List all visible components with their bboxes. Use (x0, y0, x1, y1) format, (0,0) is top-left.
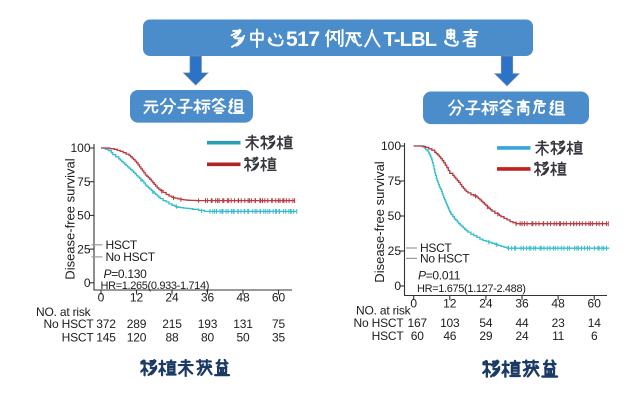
svg-text:145: 145 (96, 331, 116, 345)
svg-text:6: 6 (591, 329, 598, 343)
svg-text:50: 50 (77, 209, 91, 223)
svg-text:25: 25 (388, 244, 402, 258)
svg-text:75: 75 (388, 174, 402, 188)
svg-text:No HSCT: No HSCT (354, 316, 405, 330)
svg-text:36: 36 (515, 297, 529, 311)
svg-text:88: 88 (166, 331, 179, 345)
svg-text:11: 11 (552, 329, 565, 343)
svg-text:T-LBL: T-LBL (384, 29, 437, 51)
svg-text:372: 372 (96, 317, 116, 331)
svg-text:36: 36 (201, 291, 215, 305)
svg-text:NO. at risk: NO. at risk (36, 305, 92, 319)
svg-text:P=0.130: P=0.130 (104, 267, 148, 281)
svg-text:0: 0 (84, 276, 91, 290)
svg-text:60: 60 (411, 329, 424, 343)
svg-text:0: 0 (394, 279, 401, 293)
svg-text:No HSCT: No HSCT (106, 250, 156, 264)
svg-text:167: 167 (407, 316, 427, 330)
svg-text:25: 25 (77, 242, 91, 256)
svg-text:P=0.011: P=0.011 (418, 268, 461, 282)
svg-text:14: 14 (588, 316, 601, 330)
svg-text:HSCT: HSCT (106, 238, 138, 252)
svg-text:HSCT: HSCT (62, 331, 95, 345)
svg-text:54: 54 (479, 316, 492, 330)
svg-text:193: 193 (198, 317, 218, 331)
svg-text:120: 120 (127, 331, 147, 345)
svg-text:48: 48 (551, 297, 565, 311)
svg-text:48: 48 (236, 291, 250, 305)
svg-text:24: 24 (479, 297, 493, 311)
svg-text:HSCT: HSCT (420, 241, 452, 255)
svg-text:215: 215 (162, 317, 182, 331)
svg-text:24: 24 (516, 329, 529, 343)
svg-text:No HSCT: No HSCT (420, 252, 470, 266)
svg-text:HR=1.675(1.127-2.488): HR=1.675(1.127-2.488) (417, 283, 526, 295)
svg-text:29: 29 (479, 329, 492, 343)
svg-text:0: 0 (98, 291, 105, 305)
svg-text:12: 12 (443, 297, 457, 311)
svg-text:NO. at risk: NO. at risk (356, 304, 412, 318)
svg-text:35: 35 (272, 331, 285, 345)
svg-text:103: 103 (440, 316, 460, 330)
svg-text:Disease-free survival: Disease-free survival (372, 161, 387, 282)
svg-text:75: 75 (77, 175, 91, 189)
svg-text:50: 50 (237, 331, 250, 345)
svg-text:75: 75 (272, 317, 285, 331)
svg-text:289: 289 (127, 317, 147, 331)
svg-text:No HSCT: No HSCT (44, 317, 95, 331)
svg-text:12: 12 (130, 291, 144, 305)
svg-text:131: 131 (233, 317, 253, 331)
svg-text:80: 80 (201, 331, 214, 345)
svg-text:23: 23 (552, 316, 565, 330)
svg-text:Disease-free survival: Disease-free survival (62, 158, 77, 279)
svg-text:0: 0 (410, 297, 417, 311)
svg-text:24: 24 (165, 291, 179, 305)
svg-text:44: 44 (516, 316, 529, 330)
svg-text:100: 100 (381, 139, 401, 153)
svg-text:100: 100 (70, 141, 90, 155)
svg-text:60: 60 (588, 297, 602, 311)
svg-text:HSCT: HSCT (372, 329, 405, 343)
svg-text:60: 60 (272, 291, 286, 305)
svg-text:46: 46 (443, 329, 456, 343)
svg-text:517: 517 (286, 28, 320, 51)
svg-text:HR=1.265(0.933-1.714): HR=1.265(0.933-1.714) (101, 280, 210, 292)
svg-text:50: 50 (388, 209, 402, 223)
